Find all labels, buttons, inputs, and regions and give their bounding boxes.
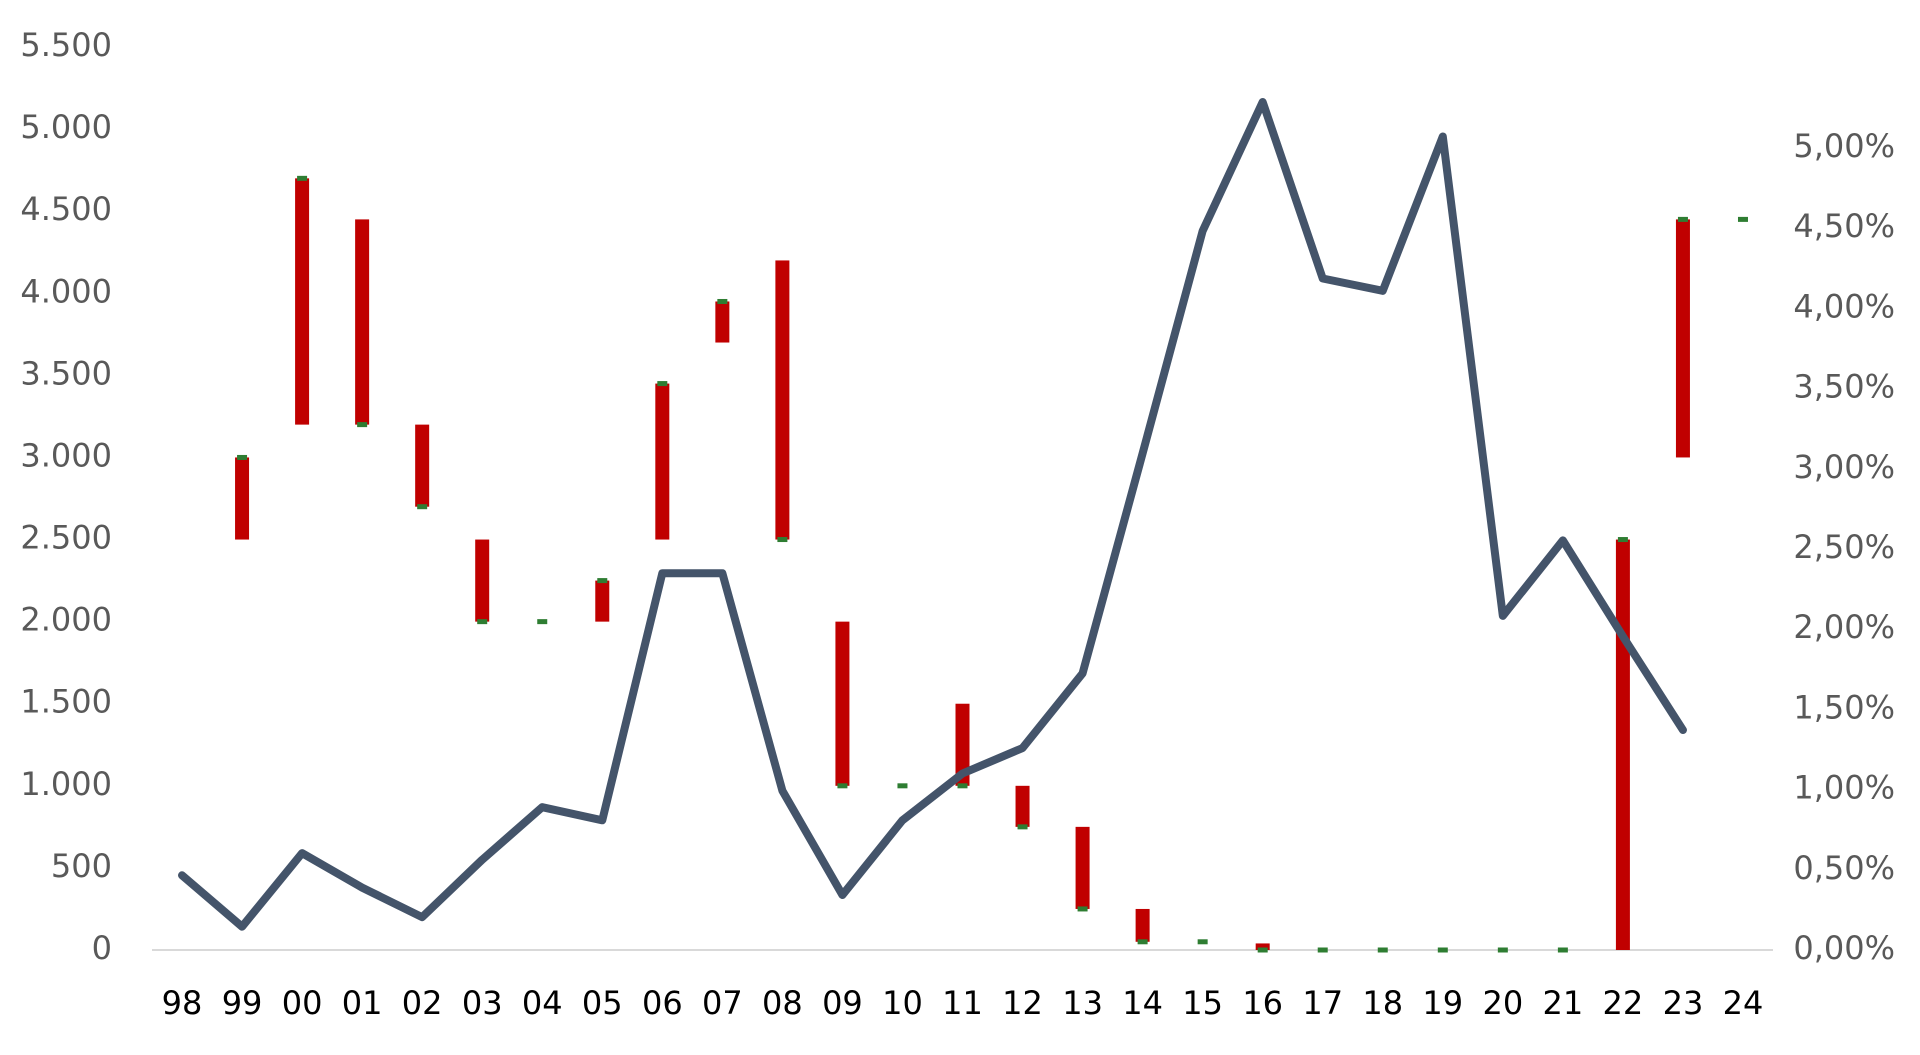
x-tick-label: 24: [1723, 984, 1764, 1022]
end-marker: [1557, 947, 1568, 953]
end-marker: [1377, 947, 1388, 953]
y-tick-label: 0: [92, 929, 112, 967]
x-tick-label: 14: [1122, 984, 1163, 1022]
x-tick-label: 10: [882, 984, 923, 1022]
x-tick-label: 07: [702, 984, 743, 1022]
y-tick-label: 500: [51, 847, 112, 885]
end-marker: [537, 619, 548, 625]
x-tick-label: 05: [582, 984, 623, 1022]
y2-tick-label: 2,50%: [1793, 528, 1895, 566]
end-marker: [1737, 216, 1748, 222]
range-bar: [295, 178, 310, 425]
y-tick-label: 2.500: [20, 519, 112, 557]
x-tick-label: 13: [1062, 984, 1103, 1022]
y-tick-label: 1.500: [20, 683, 112, 721]
range-bar: [1675, 219, 1690, 458]
x-tick-label: 09: [822, 984, 863, 1022]
x-tick-label: 11: [942, 984, 983, 1022]
y2-tick-label: 2,00%: [1793, 608, 1895, 646]
y2-tick-label: 3,50%: [1793, 368, 1895, 406]
y-tick-label: 4.500: [20, 190, 112, 228]
x-tick-label: 04: [522, 984, 563, 1022]
end-marker: [957, 783, 968, 789]
range-bar: [1075, 826, 1090, 909]
end-marker: [837, 783, 848, 789]
range-bar: [955, 703, 970, 786]
line: [178, 98, 1687, 931]
x-tick-label: 22: [1603, 984, 1644, 1022]
end-marker: [237, 454, 248, 460]
end-marker: [1317, 947, 1328, 953]
y-tick-label: 5.500: [20, 26, 112, 64]
x-tick-label: 17: [1302, 984, 1343, 1022]
end-marker: [1257, 947, 1268, 953]
end-marker: [777, 537, 788, 543]
end-marker: [897, 783, 908, 789]
x-tick-label: 02: [402, 984, 443, 1022]
y2-tick-label: 3,00%: [1793, 448, 1895, 486]
y-tick-label: 3.000: [20, 436, 112, 474]
range-bar: [715, 301, 730, 343]
x-tick-label: 98: [162, 984, 203, 1022]
x-tick-label: 23: [1663, 984, 1704, 1022]
end-marker: [1677, 216, 1688, 222]
y-tick-label: 1.000: [20, 765, 112, 803]
range-bar: [835, 621, 850, 786]
x-tick-label: 18: [1362, 984, 1403, 1022]
end-marker: [1077, 906, 1088, 912]
range-bar: [1135, 908, 1150, 942]
x-tick-label: 20: [1482, 984, 1523, 1022]
end-marker: [1197, 939, 1208, 945]
range-bar: [355, 219, 370, 425]
x-tick-label: 15: [1182, 984, 1223, 1022]
range-bar: [655, 383, 670, 540]
range-bar: [775, 260, 790, 540]
end-marker: [1017, 824, 1028, 830]
range-bar: [1015, 785, 1030, 827]
y2-tick-label: 4,50%: [1793, 207, 1895, 245]
x-tick-label: 99: [222, 984, 263, 1022]
range-bar: [595, 580, 610, 622]
x-tick-label: 16: [1242, 984, 1283, 1022]
end-marker: [1137, 939, 1148, 945]
range-bar: [1615, 539, 1630, 950]
end-marker: [717, 298, 728, 304]
x-tick-label: 00: [282, 984, 323, 1022]
x-tick-label: 19: [1422, 984, 1463, 1022]
end-marker: [657, 381, 668, 387]
end-marker: [417, 504, 428, 510]
y2-tick-label: 1,50%: [1793, 688, 1895, 726]
x-tick-label: 03: [462, 984, 503, 1022]
y2-tick-label: 5,00%: [1793, 127, 1895, 165]
x-tick-label: 08: [762, 984, 803, 1022]
x-tick-label: 12: [1002, 984, 1043, 1022]
end-marker: [597, 578, 608, 584]
y2-tick-label: 0,50%: [1793, 849, 1895, 887]
y2-tick-label: 1,00%: [1793, 769, 1895, 807]
end-marker: [357, 422, 368, 428]
end-marker: [1617, 537, 1628, 543]
end-marker: [1497, 947, 1508, 953]
end-marker: [297, 175, 308, 181]
y-tick-label: 2.000: [20, 601, 112, 639]
end-marker: [477, 619, 488, 625]
range-bar: [1255, 943, 1270, 950]
range-bar: [235, 457, 250, 540]
y2-tick-label: 4,00%: [1793, 287, 1895, 325]
y2-tick-label: 0,00%: [1793, 929, 1895, 967]
x-tick-label: 06: [642, 984, 683, 1022]
y-tick-label: 3.500: [20, 354, 112, 392]
y-tick-label: 5.000: [20, 108, 112, 146]
range-bar: [475, 539, 490, 622]
range-bar: [415, 424, 430, 507]
x-tick-label: 01: [342, 984, 383, 1022]
y-tick-label: 4.000: [20, 272, 112, 310]
end-marker: [1437, 947, 1448, 953]
x-tick-label: 21: [1543, 984, 1584, 1022]
